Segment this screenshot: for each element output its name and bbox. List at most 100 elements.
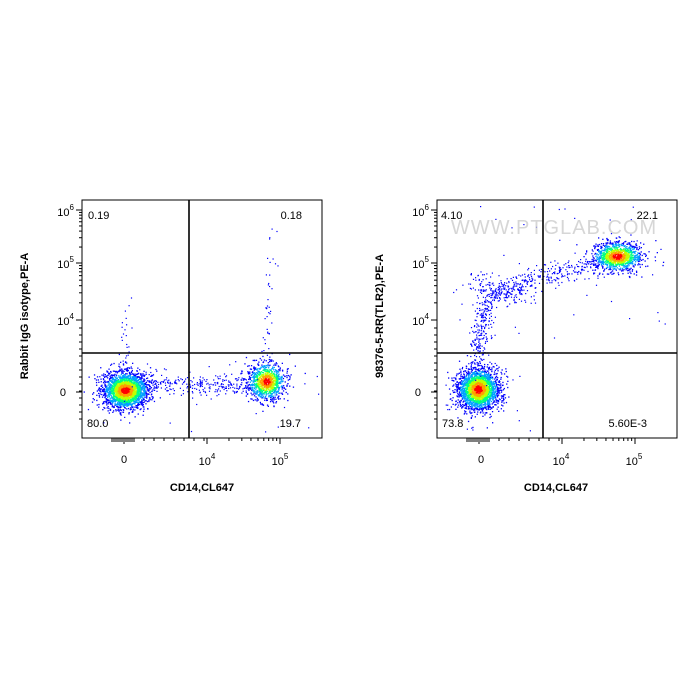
event-dot <box>488 320 490 322</box>
event-dot <box>115 379 117 381</box>
event-dot <box>493 291 495 293</box>
event-dot <box>256 384 258 386</box>
event-dot <box>451 377 453 379</box>
event-dot <box>271 373 273 375</box>
event-dot <box>269 261 271 263</box>
event-dot <box>141 404 144 406</box>
event-dot <box>578 266 580 268</box>
event-dot <box>221 383 223 385</box>
event-dot <box>138 385 141 387</box>
event-dot <box>114 395 116 398</box>
event-dot <box>126 367 129 369</box>
event-dot <box>474 407 476 409</box>
event-dot <box>139 408 141 411</box>
event-dot <box>482 279 484 281</box>
event-dot <box>461 394 463 396</box>
event-dot <box>272 366 274 368</box>
event-dot <box>251 379 253 382</box>
event-dot <box>125 381 128 383</box>
event-dot <box>485 341 487 343</box>
event-dot <box>244 378 246 380</box>
event-dot <box>173 390 175 392</box>
event-dot <box>240 383 242 386</box>
event-dot <box>132 373 134 375</box>
event-dot <box>112 388 114 390</box>
event-dot <box>253 372 255 374</box>
event-dot <box>534 282 536 284</box>
event-dot <box>480 325 482 328</box>
event-dot <box>511 288 513 290</box>
event-dot <box>196 388 198 390</box>
event-dot <box>266 390 268 392</box>
event-dot <box>119 405 121 407</box>
event-dot <box>560 268 562 270</box>
event-dot <box>552 265 554 268</box>
event-dot <box>129 372 131 375</box>
event-dot <box>266 370 268 372</box>
event-dot <box>486 340 488 342</box>
event-dot <box>116 405 118 407</box>
event-dot <box>550 277 552 279</box>
event-dot <box>287 379 289 381</box>
event-dot <box>245 356 248 359</box>
event-dot <box>481 290 483 292</box>
event-dot <box>484 402 487 404</box>
event-dot <box>474 331 476 333</box>
event-dot <box>263 365 265 367</box>
event-dot <box>257 370 260 372</box>
event-dot <box>275 384 278 387</box>
event-dot <box>482 309 484 311</box>
event-dot <box>143 384 145 387</box>
event-dot <box>268 392 270 394</box>
event-dot <box>96 390 98 392</box>
event-dot <box>249 386 251 389</box>
event-dot <box>261 403 263 405</box>
event-dot <box>261 403 263 406</box>
event-dot <box>121 383 123 385</box>
event-dot <box>140 381 142 383</box>
event-dot <box>118 383 120 385</box>
event-dot <box>247 372 249 374</box>
event-dot <box>579 261 581 264</box>
event-dot <box>136 379 138 382</box>
event-dot <box>275 398 277 400</box>
event-dot <box>487 403 489 405</box>
event-dot <box>478 344 480 346</box>
event-dot <box>546 282 548 284</box>
event-dot <box>487 324 490 326</box>
event-dot <box>284 381 286 383</box>
event-dot <box>142 410 145 412</box>
event-dot <box>121 396 123 398</box>
event-dot <box>479 314 481 316</box>
event-dot <box>476 372 479 374</box>
event-dot <box>140 380 143 382</box>
event-dot <box>479 289 482 291</box>
event-dot <box>229 381 231 383</box>
event-dot <box>123 395 126 397</box>
event-dot <box>222 380 224 382</box>
event-dot <box>461 380 463 382</box>
event-dot <box>137 395 139 397</box>
event-dot <box>104 390 106 393</box>
event-dot <box>264 343 266 345</box>
event-dot <box>113 393 116 395</box>
event-dot <box>255 376 257 378</box>
event-dot <box>265 386 267 388</box>
event-dot <box>113 386 116 389</box>
event-dot <box>115 377 117 379</box>
event-dot <box>108 392 110 394</box>
event-dot <box>106 402 108 404</box>
event-dot <box>508 280 510 283</box>
panel-2: WWW.PTGLAB.COM 0 104 105 106 0 104 105 4… <box>374 199 678 494</box>
event-dot <box>235 391 237 393</box>
event-dot <box>141 386 143 388</box>
event-dot <box>483 290 486 292</box>
event-dot <box>267 372 269 374</box>
event-dot <box>279 370 281 372</box>
event-dot <box>581 265 583 267</box>
event-dot <box>122 391 124 393</box>
event-dot <box>481 302 483 304</box>
event-dot <box>109 401 111 403</box>
event-dot <box>261 374 263 376</box>
event-dot <box>262 361 265 363</box>
